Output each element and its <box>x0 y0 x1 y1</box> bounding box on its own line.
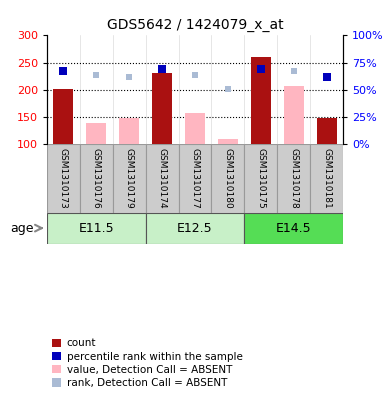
Point <box>159 66 165 72</box>
Text: GSM1310178: GSM1310178 <box>289 148 298 208</box>
Text: GSM1310180: GSM1310180 <box>223 148 232 208</box>
Text: GSM1310177: GSM1310177 <box>190 148 200 208</box>
Bar <box>119 118 139 144</box>
Bar <box>317 118 337 144</box>
Bar <box>47 144 80 213</box>
Bar <box>80 144 113 213</box>
Point <box>126 73 132 80</box>
Text: age: age <box>11 222 42 235</box>
Point <box>225 86 231 92</box>
Point <box>291 68 297 74</box>
Bar <box>145 213 245 244</box>
Bar <box>145 144 179 213</box>
Text: GSM1310175: GSM1310175 <box>256 148 265 208</box>
Bar <box>211 144 245 213</box>
Bar <box>185 113 205 144</box>
Point <box>258 66 264 72</box>
Bar <box>277 144 310 213</box>
Title: GDS5642 / 1424079_x_at: GDS5642 / 1424079_x_at <box>107 18 283 31</box>
Bar <box>218 139 238 144</box>
Point <box>324 73 330 80</box>
Bar <box>152 73 172 144</box>
Bar <box>86 123 106 144</box>
Bar <box>245 144 277 213</box>
Text: GSM1310176: GSM1310176 <box>92 148 101 208</box>
Text: GSM1310181: GSM1310181 <box>322 148 331 208</box>
Bar <box>47 213 145 244</box>
Point <box>60 68 66 74</box>
Bar <box>310 144 343 213</box>
Text: E11.5: E11.5 <box>78 222 114 235</box>
Bar <box>53 89 73 144</box>
Text: E12.5: E12.5 <box>177 222 213 235</box>
Text: GSM1310174: GSM1310174 <box>158 148 167 208</box>
Bar <box>179 144 211 213</box>
Text: GSM1310173: GSM1310173 <box>59 148 68 208</box>
Text: GSM1310179: GSM1310179 <box>125 148 134 208</box>
Point <box>192 72 198 78</box>
Bar <box>245 213 343 244</box>
Legend: count, percentile rank within the sample, value, Detection Call = ABSENT, rank, : count, percentile rank within the sample… <box>52 338 243 388</box>
Bar <box>251 57 271 144</box>
Point <box>93 72 99 78</box>
Text: E14.5: E14.5 <box>276 222 312 235</box>
Bar <box>113 144 145 213</box>
Bar <box>284 86 304 144</box>
